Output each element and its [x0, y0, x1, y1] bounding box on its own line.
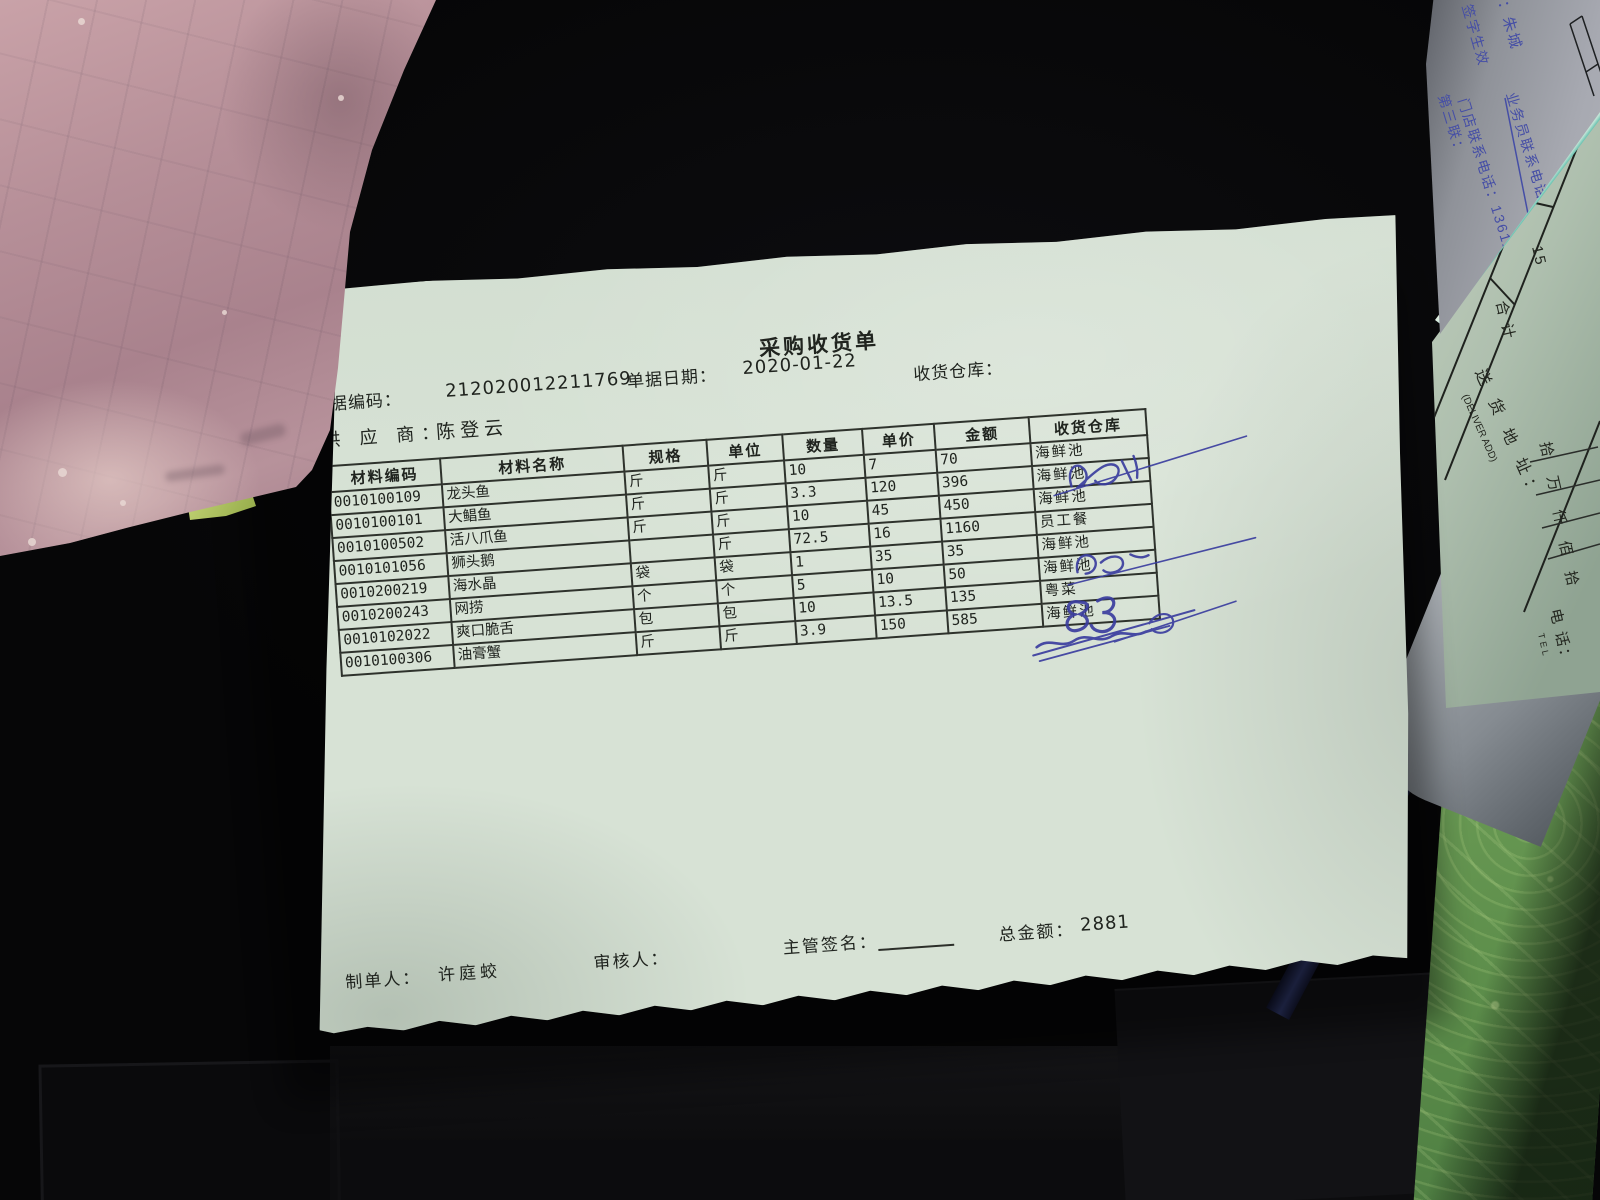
delivery-note-content: 15 合 计 送 货 地 址： (DELIVER ADD) 拾 万 仟 佰 拾 … — [1432, 114, 1600, 667]
delivery-tel-en: TEL — [1536, 632, 1551, 659]
reviewer-label: 审核人： — [592, 948, 671, 973]
pink-paper-speck — [120, 500, 126, 506]
delivery-tel-label: 电 话： — [1546, 607, 1575, 667]
amount-unit: 仟 — [1549, 508, 1569, 528]
pink-paper-speck — [222, 310, 227, 315]
pink-paper-speck — [338, 95, 344, 101]
amount-unit: 佰 — [1555, 539, 1575, 559]
pink-paper-speck — [28, 538, 36, 546]
delivery-cell-15: 15 — [1528, 244, 1549, 268]
receipt-paper: 采购收货单 收货仓库： 单据编码： 212020012211769 单据日期： … — [268, 212, 1458, 1050]
amount-unit: 拾 — [1561, 569, 1581, 589]
handwriting-scribble-row5 — [1066, 538, 1258, 585]
slip-validity-line: 签字生效 — [1459, 2, 1492, 68]
pink-paper-speck — [78, 18, 85, 25]
total-label: 总金额： — [997, 920, 1076, 945]
total-value: 2881 — [1079, 911, 1131, 936]
amount-unit: 万 — [1543, 474, 1563, 494]
pink-paper-speck — [58, 468, 67, 477]
handwriting-scribble-row2 — [1051, 436, 1250, 496]
preparer-label: 制单人： — [344, 968, 422, 993]
handwriting-ink — [268, 212, 1458, 1050]
handwriting-83-row7 — [1065, 597, 1115, 634]
handwriting-crossout-row8 — [1030, 601, 1239, 661]
preparer-value: 许庭蛟 — [437, 961, 502, 985]
amount-unit: 拾 — [1536, 440, 1556, 460]
slip-name-line: ：朱城 — [1494, 0, 1524, 52]
